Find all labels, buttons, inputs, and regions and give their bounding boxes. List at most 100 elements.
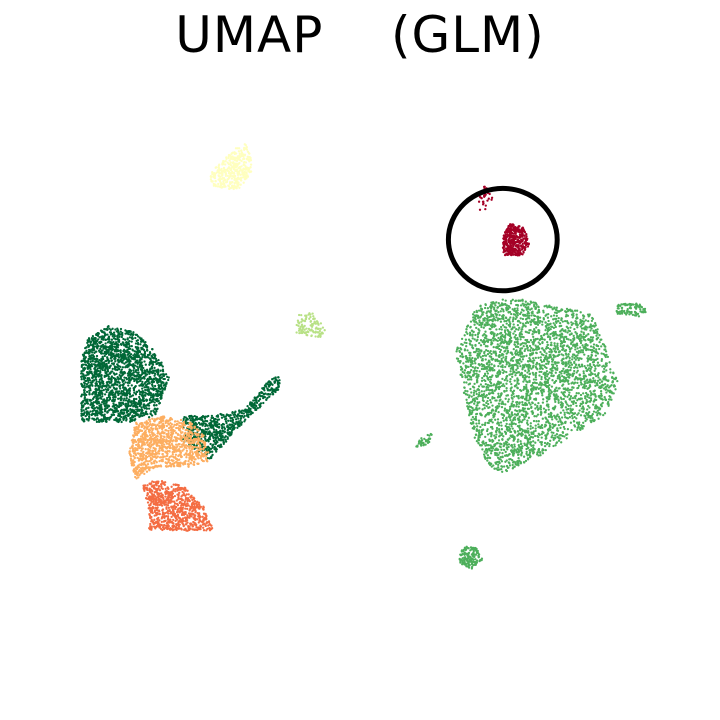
- scatter-point: [106, 381, 108, 383]
- scatter-point: [240, 184, 242, 186]
- scatter-point: [145, 448, 147, 450]
- scatter-point: [162, 526, 164, 528]
- scatter-point: [165, 385, 167, 387]
- scatter-point: [89, 400, 91, 402]
- scatter-point: [234, 182, 236, 184]
- scatter-point: [254, 397, 256, 399]
- scatter-point: [108, 386, 110, 388]
- scatter-point: [85, 408, 87, 410]
- scatter-point: [232, 422, 234, 424]
- scatter-point: [158, 450, 160, 452]
- scatter-point: [113, 396, 115, 398]
- scatter-point: [165, 429, 167, 431]
- scatter-point: [161, 387, 163, 389]
- scatter-point: [142, 340, 144, 342]
- scatter-point: [314, 335, 316, 337]
- scatter-point: [138, 470, 140, 472]
- scatter-point: [261, 391, 263, 393]
- scatter-point: [122, 413, 124, 415]
- scatter-points: [80, 143, 647, 569]
- scatter-point: [114, 368, 116, 370]
- scatter-point: [170, 429, 172, 431]
- scatter-point: [164, 520, 166, 522]
- scatter-point: [167, 450, 169, 452]
- scatter-point: [162, 440, 164, 442]
- scatter-point: [225, 175, 227, 177]
- scatter-point: [178, 464, 180, 466]
- scatter-point: [146, 484, 148, 486]
- scatter-point: [147, 463, 149, 465]
- scatter-point: [141, 410, 143, 412]
- scatter-point: [155, 379, 157, 381]
- scatter-point: [201, 455, 203, 457]
- scatter-point: [255, 405, 257, 407]
- scatter-point: [104, 393, 106, 395]
- scatter-point: [161, 428, 163, 430]
- scatter-point: [230, 173, 232, 175]
- scatter-point: [129, 345, 131, 347]
- scatter-point: [104, 360, 106, 362]
- scatter-point: [89, 404, 91, 406]
- scatter-point: [160, 483, 162, 485]
- scatter-point: [166, 376, 168, 378]
- scatter-point: [483, 327, 485, 329]
- scatter-point: [89, 368, 91, 370]
- scatter-point: [188, 442, 190, 444]
- scatter-point: [151, 367, 153, 369]
- scatter-point: [218, 418, 220, 420]
- scatter-point: [95, 392, 97, 394]
- scatter-point: [146, 467, 148, 469]
- scatter-point: [158, 513, 160, 515]
- scatter-point: [170, 500, 172, 502]
- scatter-point: [180, 498, 182, 500]
- scatter-point: [236, 416, 238, 418]
- scatter-point: [256, 402, 258, 404]
- scatter-point: [138, 375, 140, 377]
- scatter-point: [172, 446, 174, 448]
- scatter-point: [137, 403, 139, 405]
- scatter-point: [179, 425, 181, 427]
- scatter-point: [235, 418, 237, 420]
- scatter-point: [104, 355, 106, 357]
- scatter-point: [157, 359, 159, 361]
- scatter-point: [149, 402, 151, 404]
- scatter-point: [153, 367, 155, 369]
- scatter-point: [232, 166, 234, 168]
- scatter-point: [112, 333, 114, 335]
- scatter-point: [174, 495, 176, 497]
- scatter-point: [528, 376, 530, 378]
- scatter-point: [166, 453, 168, 455]
- scatter-point: [178, 492, 180, 494]
- scatter-point: [132, 333, 134, 335]
- scatter-point: [96, 380, 98, 382]
- scatter-point: [123, 358, 125, 360]
- scatter-point: [168, 456, 170, 458]
- scatter-point: [265, 399, 267, 401]
- scatter-point: [180, 419, 182, 421]
- scatter-point: [113, 372, 115, 374]
- scatter-point: [142, 463, 144, 465]
- scatter-point: [206, 428, 208, 430]
- scatter-point: [231, 177, 233, 179]
- scatter-point: [162, 425, 164, 427]
- scatter-point: [295, 331, 297, 333]
- scatter-point: [113, 393, 115, 395]
- scatter-point: [307, 313, 309, 315]
- scatter-point: [199, 417, 201, 419]
- scatter-point: [175, 517, 177, 519]
- scatter-point: [224, 171, 226, 173]
- scatter-point: [152, 437, 154, 439]
- scatter-point: [258, 404, 260, 406]
- scatter-point: [206, 460, 208, 462]
- scatter-point: [173, 488, 175, 490]
- scatter-point: [173, 465, 175, 467]
- scatter-point: [191, 503, 193, 505]
- scatter-point: [153, 456, 155, 458]
- scatter-point: [93, 375, 95, 377]
- scatter-point: [113, 377, 115, 379]
- scatter-point: [146, 441, 148, 443]
- scatter-point: [166, 455, 168, 457]
- scatter-point: [204, 430, 206, 432]
- scatter-point: [146, 498, 148, 500]
- scatter-point: [167, 430, 169, 432]
